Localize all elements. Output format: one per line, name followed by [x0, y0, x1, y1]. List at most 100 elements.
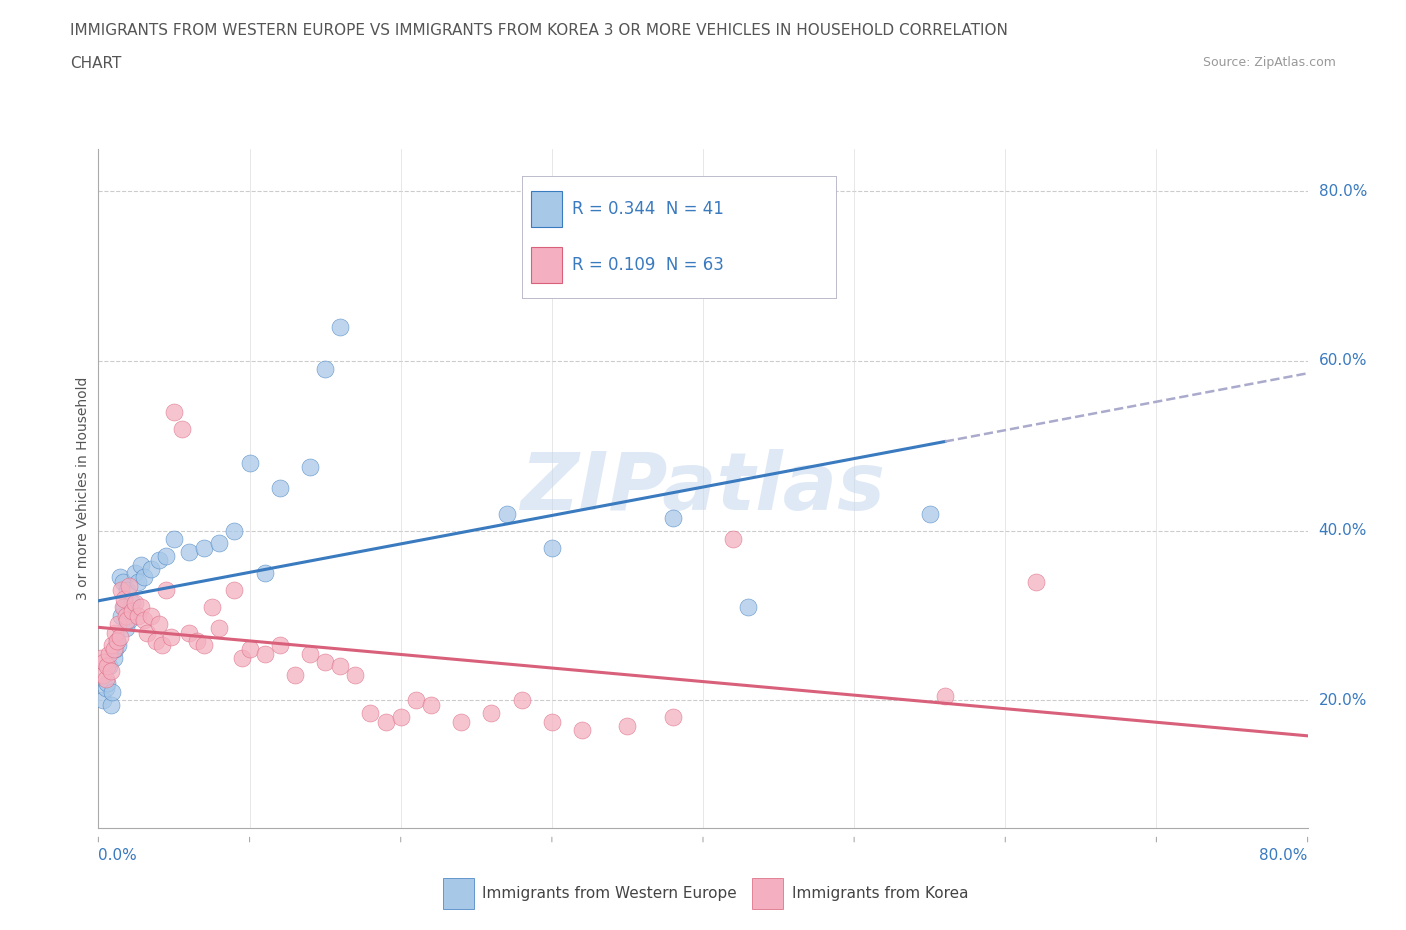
Point — [239, 456, 262, 471]
Point — [141, 562, 163, 577]
Point — [100, 698, 122, 712]
Point — [93, 655, 115, 670]
Point — [253, 565, 276, 580]
Point — [101, 638, 124, 653]
Point — [231, 651, 253, 666]
Point — [141, 608, 163, 623]
Point — [124, 595, 146, 610]
Point — [104, 642, 127, 657]
Text: IMMIGRANTS FROM WESTERN EUROPE VS IMMIGRANTS FROM KOREA 3 OR MORE VEHICLES IN HO: IMMIGRANTS FROM WESTERN EUROPE VS IMMIGR… — [70, 23, 1008, 38]
Point — [110, 582, 132, 598]
Point — [284, 668, 307, 683]
Point — [661, 511, 683, 525]
Point — [100, 663, 122, 678]
Point — [314, 362, 336, 377]
Point — [91, 693, 114, 708]
Point — [344, 668, 367, 683]
Point — [661, 710, 683, 724]
Point — [540, 714, 562, 729]
Point — [186, 633, 208, 648]
Point — [103, 651, 125, 666]
Point — [155, 549, 177, 564]
Point — [94, 671, 117, 686]
Point — [374, 714, 396, 729]
Point — [934, 689, 956, 704]
Point — [253, 646, 276, 661]
Point — [160, 630, 183, 644]
Point — [419, 698, 441, 712]
Point — [129, 557, 152, 572]
Point — [150, 638, 173, 653]
Point — [918, 506, 941, 521]
Point — [124, 565, 146, 580]
Point — [114, 621, 136, 636]
Point — [107, 617, 129, 631]
Point — [148, 553, 170, 568]
Point — [105, 633, 128, 648]
Point — [163, 532, 186, 547]
Point — [450, 714, 472, 729]
Point — [616, 718, 638, 733]
Text: 0.0%: 0.0% — [98, 848, 138, 863]
Point — [201, 600, 224, 615]
Point — [540, 540, 562, 555]
Point — [98, 659, 121, 674]
Point — [121, 604, 143, 618]
Point — [121, 595, 143, 610]
Point — [329, 320, 352, 335]
Point — [299, 646, 322, 661]
Text: 80.0%: 80.0% — [1319, 184, 1367, 199]
Point — [269, 481, 291, 496]
Point — [163, 405, 186, 419]
Point — [127, 608, 149, 623]
Y-axis label: 3 or more Vehicles in Household: 3 or more Vehicles in Household — [76, 377, 90, 600]
Point — [111, 574, 134, 589]
Point — [112, 591, 135, 606]
Point — [314, 655, 336, 670]
Point — [495, 506, 517, 521]
Point — [96, 676, 118, 691]
Point — [101, 684, 124, 699]
Text: Immigrants from Western Europe: Immigrants from Western Europe — [482, 886, 737, 901]
Point — [239, 642, 262, 657]
Point — [145, 633, 167, 648]
Point — [510, 693, 533, 708]
Point — [721, 532, 744, 547]
Point — [103, 642, 125, 657]
Text: ZIPatlas: ZIPatlas — [520, 449, 886, 527]
Point — [132, 570, 155, 585]
Point — [132, 612, 155, 627]
Point — [571, 723, 593, 737]
Point — [90, 651, 112, 666]
Point — [105, 633, 128, 648]
Text: Source: ZipAtlas.com: Source: ZipAtlas.com — [1202, 56, 1336, 69]
Point — [135, 625, 157, 640]
Point — [91, 668, 114, 683]
Point — [107, 638, 129, 653]
Text: 20.0%: 20.0% — [1319, 693, 1367, 708]
Point — [96, 659, 118, 674]
Point — [481, 706, 503, 721]
Point — [108, 570, 131, 585]
Point — [110, 608, 132, 623]
Point — [111, 600, 134, 615]
Point — [98, 646, 121, 661]
Bar — [752, 878, 783, 910]
Point — [112, 600, 135, 615]
Point — [224, 524, 246, 538]
Point — [1024, 574, 1046, 589]
Point — [94, 680, 117, 695]
Point — [329, 659, 352, 674]
Point — [115, 582, 138, 598]
Point — [108, 630, 131, 644]
Point — [118, 612, 141, 627]
Point — [299, 459, 322, 474]
Text: 80.0%: 80.0% — [1260, 848, 1308, 863]
Point — [155, 582, 177, 598]
Point — [389, 710, 412, 724]
Point — [170, 421, 193, 436]
Text: 60.0%: 60.0% — [1319, 353, 1367, 368]
Point — [177, 625, 201, 640]
Point — [224, 582, 246, 598]
Point — [208, 621, 231, 636]
